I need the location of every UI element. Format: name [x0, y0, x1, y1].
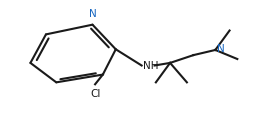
- Text: N: N: [89, 9, 96, 20]
- Text: NH: NH: [143, 61, 158, 70]
- Text: N: N: [217, 44, 225, 54]
- Text: Cl: Cl: [90, 89, 100, 99]
